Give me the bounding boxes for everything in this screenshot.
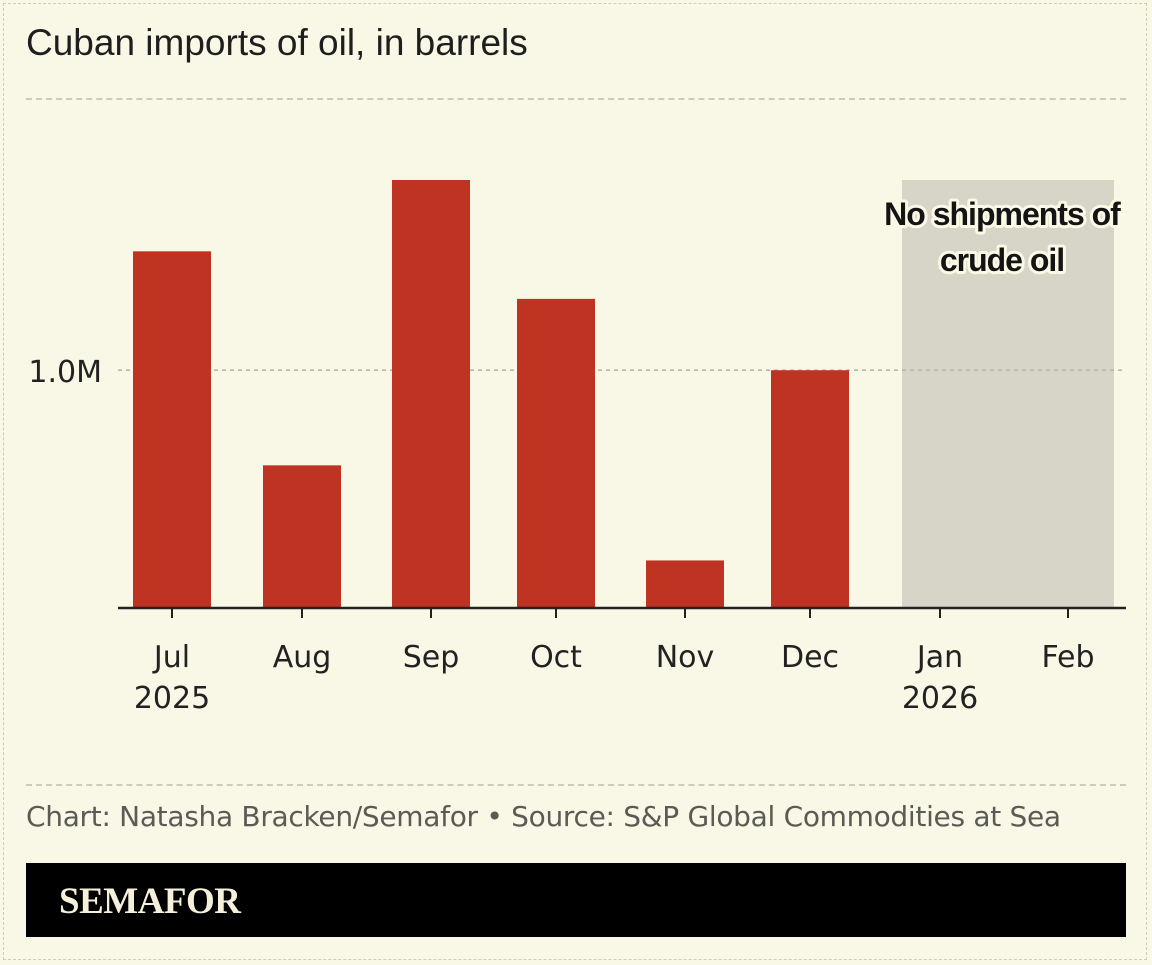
x-tick-label: Aug xyxy=(273,640,332,675)
bar-jul xyxy=(133,251,211,609)
x-tick-label: Oct xyxy=(530,640,582,675)
annotation-label: crude oil xyxy=(940,242,1064,278)
y-tick-label: 1.0M xyxy=(28,355,102,390)
x-tick-label: Nov xyxy=(656,640,715,675)
bar-nov xyxy=(646,560,724,608)
brand-bar: SEMAFOR xyxy=(26,863,1126,937)
bottom-divider xyxy=(26,784,1126,786)
bar-sep xyxy=(392,180,470,608)
chart-credit: Chart: Natasha Bracken/Semafor • Source:… xyxy=(26,800,1061,833)
x-tick-label: Jul xyxy=(152,640,190,675)
chart-frame xyxy=(3,3,1147,960)
bar-oct xyxy=(517,298,595,608)
top-divider xyxy=(26,98,1126,100)
bar-dec xyxy=(771,370,849,608)
bar-aug xyxy=(263,465,341,608)
annotation-label: No shipments of xyxy=(884,196,1121,232)
bar-chart: 1.0M Jul 2025 Aug Sep Oct Nov Dec Jan 2026 Feb No s… xyxy=(28,180,1126,716)
chart-title: Cuban imports of oil, in barrels xyxy=(26,22,528,63)
x-tick-label: Feb xyxy=(1041,640,1094,675)
x-tick-label: Dec xyxy=(781,640,839,675)
semafor-logo: SEMAFOR xyxy=(59,881,241,922)
x-tick-label: Jan xyxy=(915,640,963,675)
x-tick-label: Sep xyxy=(403,640,460,675)
x-year-label: 2025 xyxy=(134,681,210,716)
no-shipments-region xyxy=(902,180,1114,608)
x-year-label: 2026 xyxy=(902,681,978,716)
